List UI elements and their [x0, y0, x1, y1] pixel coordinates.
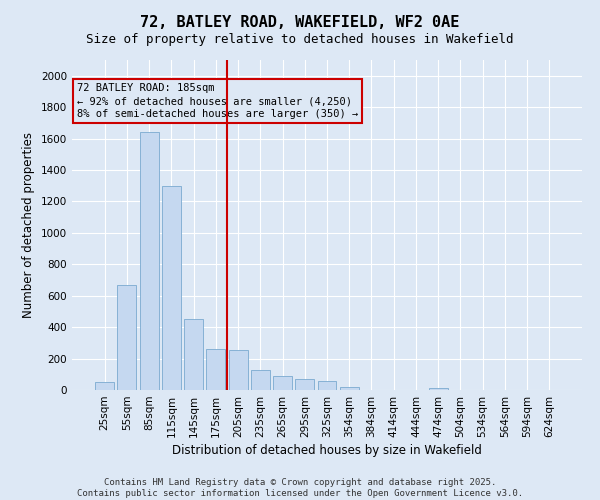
X-axis label: Distribution of detached houses by size in Wakefield: Distribution of detached houses by size …: [172, 444, 482, 457]
Bar: [162, 186, 181, 390]
Bar: [184, 320, 203, 390]
Text: Size of property relative to detached houses in Wakefield: Size of property relative to detached ho…: [86, 32, 514, 46]
Text: 72, BATLEY ROAD, WAKEFIELD, WF2 0AE: 72, BATLEY ROAD, WAKEFIELD, WF2 0AE: [140, 15, 460, 30]
Text: Contains HM Land Registry data © Crown copyright and database right 2025.
Contai: Contains HM Land Registry data © Crown c…: [77, 478, 523, 498]
Bar: [429, 388, 448, 390]
Bar: [140, 132, 158, 390]
Bar: [317, 382, 337, 390]
Bar: [340, 387, 359, 390]
Y-axis label: Number of detached properties: Number of detached properties: [22, 132, 35, 318]
Text: 72 BATLEY ROAD: 185sqm
← 92% of detached houses are smaller (4,250)
8% of semi-d: 72 BATLEY ROAD: 185sqm ← 92% of detached…: [77, 83, 358, 120]
Bar: [118, 284, 136, 390]
Bar: [206, 349, 225, 390]
Bar: [273, 376, 292, 390]
Bar: [229, 350, 248, 390]
Bar: [295, 379, 314, 390]
Bar: [95, 382, 114, 390]
Bar: [251, 370, 270, 390]
